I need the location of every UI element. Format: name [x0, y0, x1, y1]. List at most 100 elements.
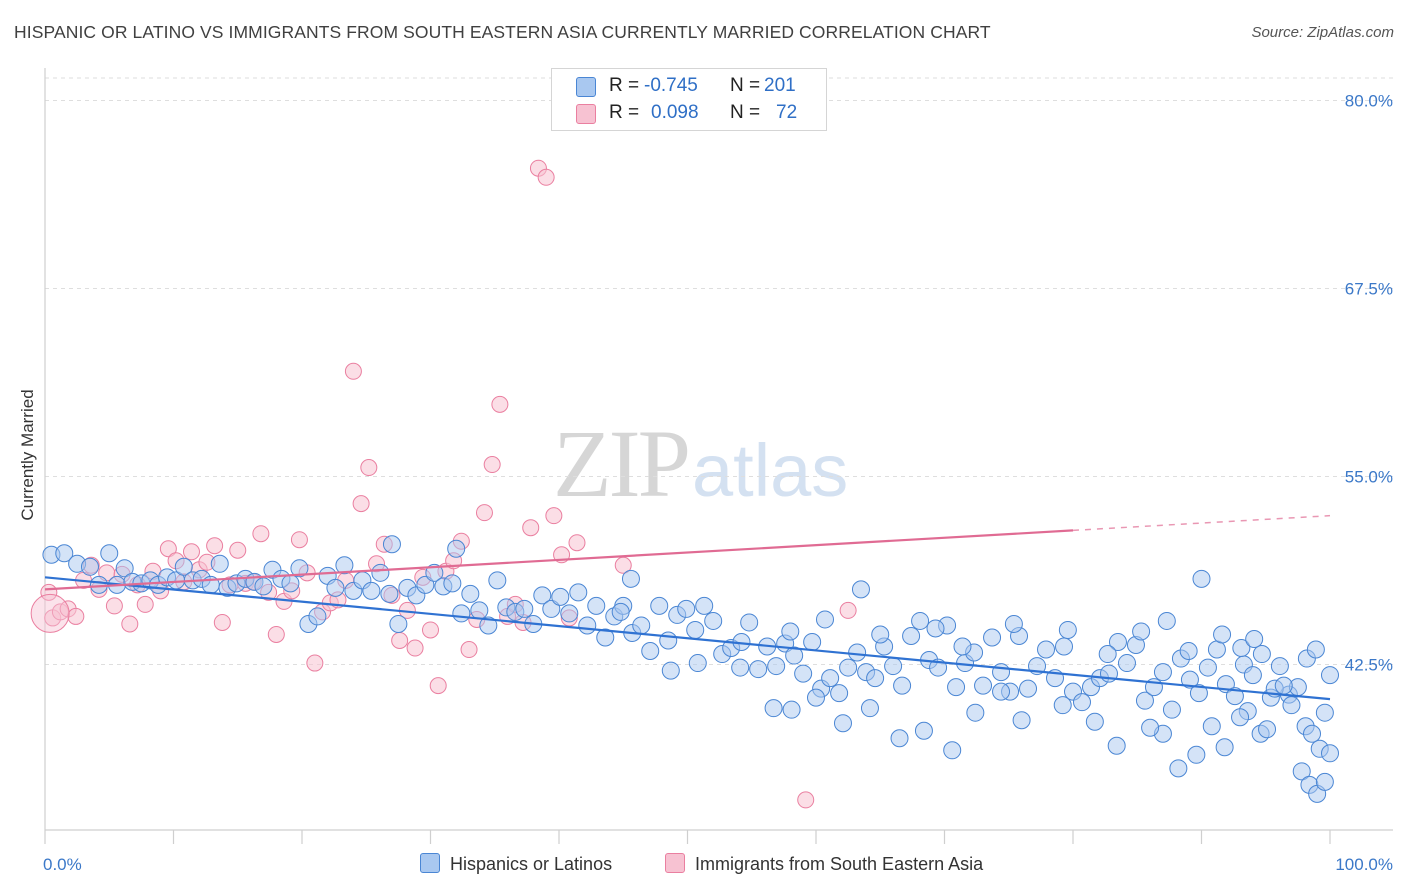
blue-point [326, 578, 345, 597]
pink-point [475, 504, 493, 522]
blue-point [362, 581, 381, 600]
blue-point [533, 586, 552, 605]
blue-point [560, 604, 579, 623]
blue-points [42, 535, 1339, 803]
blue-point [677, 599, 696, 618]
pink-point [290, 531, 308, 549]
blue-point [749, 660, 768, 679]
blue-point [1202, 717, 1221, 736]
pink-point-cluster [30, 593, 70, 633]
legend-r-label: R = [609, 102, 640, 123]
watermark-zip: ZIP [553, 410, 691, 517]
bottom-legend-label: Hispanics or Latinos [450, 854, 613, 874]
blue-point [785, 646, 804, 665]
blue-point [100, 544, 119, 563]
bottom-legend-hispanic: Hispanics or Latinos [420, 853, 612, 877]
blue-point [1157, 611, 1176, 630]
pink-point [460, 641, 478, 659]
legend-row-hispanic: R = -0.745 N = 201 [552, 73, 826, 99]
bottom-legend-label: Immigrants from South Eastern Asia [695, 854, 984, 874]
tick-labels: 42.5% 55.0% 67.5% 80.0% 0.0% 100.0% [43, 92, 1393, 874]
blue-point [686, 620, 705, 639]
blue-point [659, 631, 678, 650]
pink-point [406, 639, 424, 657]
pink-point [213, 613, 231, 631]
pink-trend-line [44, 529, 1074, 591]
pink-point [206, 537, 224, 555]
pink-point [545, 507, 563, 525]
legend-n-label: N = [730, 102, 761, 123]
blue-point [371, 563, 390, 582]
bottom-legend-swatch-pink [665, 853, 685, 873]
blue-point [308, 607, 327, 626]
pink-point [839, 601, 857, 619]
blue-point [1058, 620, 1077, 639]
blue-point [1231, 708, 1250, 727]
blue-point [650, 596, 669, 615]
blue-point [1315, 703, 1334, 722]
y-tick-label: 55.0% [1345, 468, 1393, 487]
bottom-legend-swatch-blue [420, 853, 440, 873]
blue-point [1085, 712, 1104, 731]
blue-point [1053, 696, 1072, 715]
blue-point [974, 676, 993, 695]
blue-point [1292, 762, 1311, 781]
blue-point [416, 575, 435, 594]
pink-point [182, 543, 200, 561]
blue-point [911, 611, 930, 630]
pink-point [391, 631, 409, 649]
blue-point [210, 554, 229, 573]
pink-point [105, 597, 123, 615]
blue-point [389, 614, 408, 633]
trend-lines [44, 514, 1331, 701]
blue-point [1207, 640, 1226, 659]
pink-point [306, 654, 324, 672]
pink-point [267, 625, 285, 643]
blue-point [890, 729, 909, 748]
blue-point [1192, 569, 1211, 588]
legend-n-value: 72 [776, 102, 798, 123]
blue-point [425, 563, 444, 582]
blue-point [740, 613, 759, 632]
blue-point [470, 601, 489, 620]
blue-point [688, 654, 707, 673]
x-tick-label: 0.0% [43, 855, 82, 874]
legend-r-value: -0.745 [644, 75, 698, 96]
blue-point [966, 703, 985, 722]
y-tick-label: 42.5% [1345, 656, 1393, 675]
y-tick-label: 67.5% [1345, 280, 1393, 299]
blue-point [479, 616, 498, 635]
blue-point [1098, 645, 1117, 664]
blue-point [926, 619, 945, 638]
blue-point [1179, 642, 1198, 661]
blue-point [452, 604, 471, 623]
blue-point [1252, 645, 1271, 664]
blue-point [821, 669, 840, 688]
blue-trend-line [44, 576, 1331, 701]
blue-point [1321, 744, 1339, 763]
blue-point [1187, 745, 1206, 764]
pink-point [252, 525, 270, 543]
blue-point [632, 616, 651, 635]
blue-point [992, 682, 1011, 701]
blue-point [1232, 639, 1251, 658]
legend-r-label: R = [609, 75, 640, 96]
blue-point [447, 539, 466, 558]
legend-row-sea: R = 0.098 N = 72 [552, 100, 826, 126]
blue-point [55, 544, 74, 563]
blue-point [830, 684, 849, 703]
blue-point [1225, 687, 1244, 706]
pink-points [30, 159, 857, 809]
blue-point [578, 616, 597, 635]
blue-point [515, 599, 534, 618]
blue-point [851, 580, 870, 599]
blue-point [782, 700, 801, 719]
blue-point [621, 569, 640, 588]
blue-point [335, 556, 354, 575]
chart-title: HISPANIC OR LATINO VS IMMIGRANTS FROM SO… [14, 22, 991, 42]
blue-point [1243, 666, 1262, 685]
pink-point [422, 621, 439, 639]
blue-point [1258, 720, 1277, 739]
blue-point [1215, 738, 1234, 757]
